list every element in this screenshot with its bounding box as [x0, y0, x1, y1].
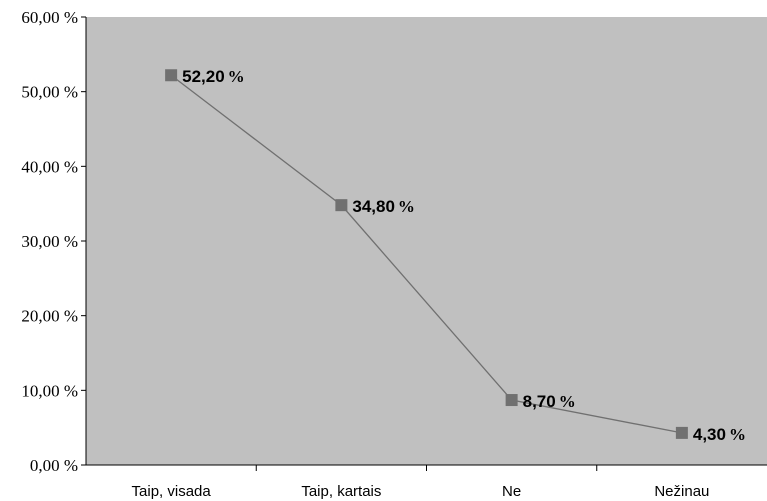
x-tick-label: Taip, visada [132, 483, 212, 500]
y-tick-label: 40,00 % [21, 157, 78, 176]
y-tick-label: 20,00 % [21, 307, 78, 326]
data-label: 4,30% [693, 425, 746, 444]
y-tick-label: 10,00 % [21, 381, 78, 400]
data-point-marker [505, 394, 518, 407]
series-line [170, 74, 682, 434]
y-tick-label: 0,00 % [30, 456, 78, 475]
x-tick-label: Nežinau [654, 483, 709, 500]
y-tick-label: 30,00 % [21, 232, 78, 251]
data-point-marker [675, 426, 688, 439]
x-tick-label: Taip, kartais [301, 483, 381, 500]
data-label: 52,20% [182, 67, 245, 86]
data-point-marker [165, 69, 178, 82]
data-point-marker [335, 199, 348, 212]
y-tick-label: 50,00 % [21, 83, 78, 102]
x-tick-label: Ne [502, 483, 521, 500]
y-tick-label: 60,00 % [21, 8, 78, 27]
plot-area [86, 17, 767, 465]
data-label: 34,80% [352, 197, 415, 216]
data-label: 8,70% [523, 392, 576, 411]
